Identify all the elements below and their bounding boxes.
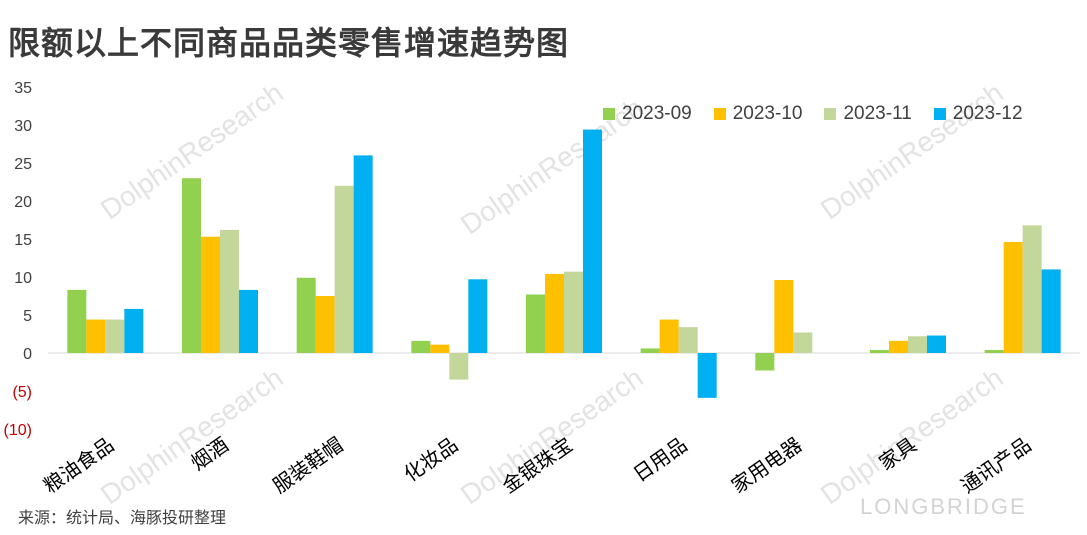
bar xyxy=(984,349,1004,353)
y-tick-label: 0 xyxy=(23,346,32,363)
legend-swatch xyxy=(713,108,726,120)
bar xyxy=(678,327,698,353)
y-tick-label: 30 xyxy=(14,118,32,135)
bar xyxy=(315,296,335,353)
bar xyxy=(793,332,813,353)
bar xyxy=(201,236,220,353)
x-tick-label: 粮油食品 xyxy=(39,432,118,498)
bar xyxy=(411,340,431,353)
bar xyxy=(239,289,258,353)
bar xyxy=(927,335,946,353)
bar xyxy=(774,280,794,353)
bar xyxy=(697,353,717,398)
y-tick-label: 35 xyxy=(14,80,32,97)
bar xyxy=(220,229,239,353)
bar xyxy=(124,308,144,353)
x-tick-label: 家具 xyxy=(874,432,921,475)
bar xyxy=(1041,269,1061,353)
bar xyxy=(430,344,450,353)
bar xyxy=(583,129,602,353)
y-tick-label: 5 xyxy=(23,308,32,325)
legend-label: 2023-11 xyxy=(843,103,912,124)
x-tick-label: 通讯产品 xyxy=(956,432,1035,498)
legend-swatch xyxy=(603,108,615,120)
y-tick-label: (5) xyxy=(12,384,32,401)
legend-item-s1: 2023-09 xyxy=(603,103,692,125)
chart-legend: 2023-09 2023-10 2023-11 2023-12 xyxy=(603,103,1023,125)
y-tick-label: 25 xyxy=(14,156,32,173)
bar xyxy=(296,277,316,353)
bar xyxy=(755,353,775,371)
x-tick-label: 服装鞋帽 xyxy=(268,432,347,498)
legend-swatch xyxy=(933,108,946,120)
bar xyxy=(545,273,564,353)
bar xyxy=(86,319,106,353)
bar xyxy=(659,319,679,353)
bar xyxy=(526,294,545,353)
bar xyxy=(67,289,87,353)
x-tick-label: 金银珠宝 xyxy=(498,432,577,498)
bar xyxy=(908,336,927,353)
source-note: 来源：统计局、海豚投研整理 xyxy=(18,508,227,527)
bar xyxy=(334,185,354,353)
bar xyxy=(1022,225,1042,353)
legend-swatch xyxy=(824,108,837,120)
legend-label: 2023-10 xyxy=(732,103,803,124)
y-tick-label: 15 xyxy=(14,232,32,249)
legend-item-s3: 2023-11 xyxy=(824,103,912,125)
legend-item-s2: 2023-10 xyxy=(713,103,803,125)
brand-logo: LONGBRIDGE xyxy=(860,494,1027,519)
bar xyxy=(564,271,583,353)
x-tick-label: 日用品 xyxy=(629,432,692,486)
legend-label: 2023-12 xyxy=(952,103,1023,124)
legend-item-s4: 2023-12 xyxy=(933,103,1023,125)
bar xyxy=(640,348,660,353)
x-tick-label: 烟酒 xyxy=(186,432,233,475)
bar xyxy=(105,319,125,353)
x-tick-label: 家用电器 xyxy=(727,432,806,498)
bar xyxy=(1003,242,1023,353)
chart-title: 限额以上不同商品品类零售增速趋势图 xyxy=(8,24,570,62)
bar xyxy=(889,340,908,353)
x-tick-label: 化妆品 xyxy=(399,432,462,486)
bar xyxy=(182,178,201,353)
y-tick-label: 10 xyxy=(14,270,32,287)
bar xyxy=(468,279,488,353)
y-tick-label: (10) xyxy=(4,422,32,439)
y-tick-label: 20 xyxy=(14,194,32,211)
legend-label: 2023-09 xyxy=(622,103,692,124)
bar xyxy=(353,155,373,353)
bar xyxy=(449,353,469,380)
bar xyxy=(870,349,889,353)
